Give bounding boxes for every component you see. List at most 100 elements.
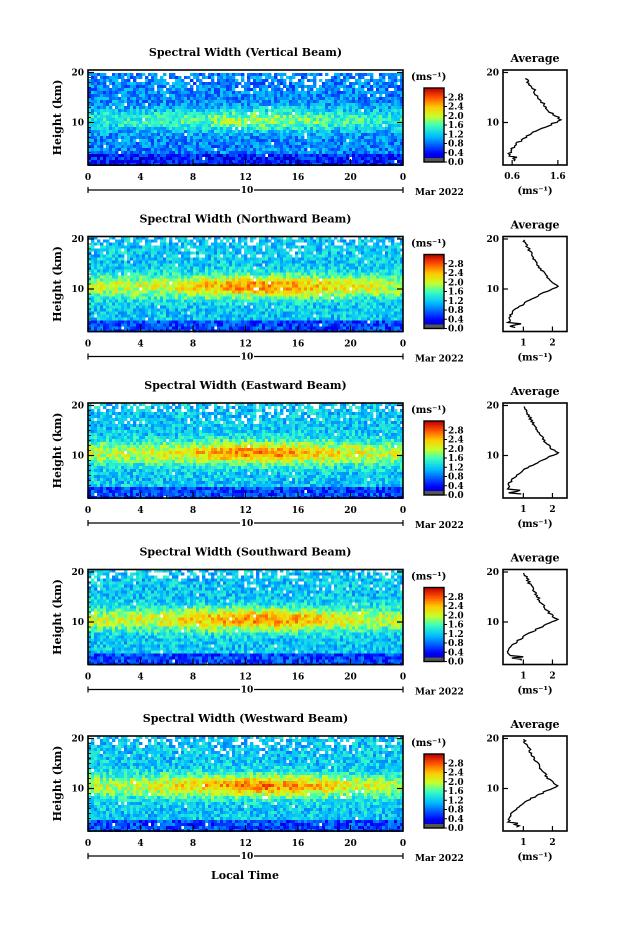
colorbar-unit: (ms⁻¹)	[411, 239, 446, 250]
colorbar-tick-label: 1.6	[448, 288, 464, 298]
colorbar-tick-label: 2.4	[448, 602, 464, 612]
profile-unit: (ms⁻¹)	[517, 519, 552, 530]
day-marker: 10	[241, 686, 254, 696]
colorbar-tick-label: 0.8	[448, 140, 464, 150]
x-tick-label: 4	[137, 506, 143, 516]
profile-frame	[502, 69, 568, 166]
colorbar-tick-label: 2.4	[448, 103, 464, 113]
x-tick-label: 8	[190, 173, 196, 183]
colorbar-tick-label: 0.8	[448, 639, 464, 649]
x-tick-label: 16	[292, 340, 305, 350]
profile-y-tick-label: 20	[486, 735, 499, 745]
panel-title: Spectral Width (Eastward Beam)	[144, 379, 346, 392]
panel-title: Spectral Width (Northward Beam)	[140, 213, 352, 226]
colorbar-tick-label: 2.0	[448, 611, 464, 621]
profile-title: Average	[509, 718, 559, 731]
date-label: Mar 2022	[415, 854, 464, 864]
profile-x-tick-label: 2	[549, 838, 555, 848]
colorbar-unit: (ms⁻¹)	[411, 405, 446, 416]
colorbar-tick-label: 2.4	[448, 769, 464, 779]
y-tick-label: 20	[71, 69, 84, 79]
profile-x-tick-label: 2	[549, 505, 555, 515]
day-marker: 10	[241, 186, 254, 196]
profile-x-tick-label: 0.6	[504, 172, 520, 182]
colorbar-tick-label: 2.4	[448, 269, 464, 279]
colorbar-tick-label: 1.2	[448, 463, 464, 473]
colorbar-tick-label: 0.4	[448, 149, 464, 159]
day-marker: 10	[241, 519, 254, 529]
y-tick-label: 10	[71, 452, 84, 462]
heatmap-cells	[88, 569, 404, 666]
profile-line	[506, 572, 560, 661]
x-tick-label: 12	[239, 673, 252, 683]
x-axis-label: Local Time	[211, 869, 279, 882]
profile-y-tick-label: 20	[486, 235, 499, 245]
colorbar-tick-label: 2.0	[448, 445, 464, 455]
profile-frame	[502, 735, 568, 832]
profile-title: Average	[509, 52, 559, 65]
panel-title: Spectral Width (Southward Beam)	[139, 546, 351, 559]
profile-x-tick-label: 1	[520, 838, 526, 848]
x-tick-label: 12	[239, 173, 252, 183]
colorbar-tick-label: 0.0	[448, 824, 464, 834]
x-tick-label: 0	[85, 839, 91, 849]
colorbar-tick-label: 2.8	[448, 593, 464, 603]
profile-x-tick-label: 2	[549, 339, 555, 349]
date-label: Mar 2022	[415, 188, 464, 198]
x-tick-label: 4	[137, 839, 143, 849]
x-tick-label: 16	[292, 673, 305, 683]
x-tick-label: 0	[400, 173, 406, 183]
profile-unit: (ms⁻¹)	[517, 852, 552, 863]
x-tick-label: 16	[292, 173, 305, 183]
colorbar-unit: (ms⁻¹)	[411, 738, 446, 749]
date-label: Mar 2022	[415, 688, 464, 698]
profile-x-tick-label: 1	[520, 505, 526, 515]
x-tick-label: 16	[292, 506, 305, 516]
y-axis-label: Height (km)	[51, 80, 64, 156]
x-tick-label: 0	[85, 506, 91, 516]
colorbar-tick-label: 1.6	[448, 121, 464, 131]
colorbar-tick-label: 0.0	[448, 658, 464, 668]
x-tick-label: 4	[137, 673, 143, 683]
x-tick-label: 12	[239, 506, 252, 516]
x-tick-label: 20	[344, 673, 357, 683]
profile-frame	[502, 235, 568, 333]
profile-y-tick-label: 20	[486, 69, 499, 79]
colorbar-tick-label: 0.4	[448, 815, 464, 825]
profile-y-tick-label: 10	[486, 119, 499, 129]
y-tick-label: 20	[71, 235, 84, 245]
profile-frame	[502, 568, 568, 666]
y-tick-label: 10	[71, 119, 84, 129]
heatmap-cells	[88, 73, 404, 166]
profile-x-tick-label: 1	[520, 672, 526, 682]
heatmap-cells	[88, 736, 404, 832]
panel-0: Spectral Width (Vertical Beam) 20 10 0 4 8 12 1…	[51, 46, 568, 198]
profile-x-tick-label: 1.6	[550, 172, 566, 182]
profile-title: Average	[509, 219, 559, 232]
profile-frame	[502, 402, 568, 499]
profile-unit: (ms⁻¹)	[517, 353, 552, 364]
colorbar: 2.82.42.01.61.20.80.40.0	[423, 87, 464, 168]
profile-x-tick-label: 2	[549, 672, 555, 682]
profile-unit: (ms⁻¹)	[517, 186, 552, 197]
colorbar-tick-label: 2.8	[448, 426, 464, 436]
profile-y-tick-label: 20	[486, 402, 499, 412]
colorbar-tick-label: 1.2	[448, 796, 464, 806]
colorbar-unit: (ms⁻¹)	[411, 72, 446, 83]
x-tick-label: 12	[239, 839, 252, 849]
y-tick-label: 10	[71, 785, 84, 795]
profile-x-tick-label: 1	[520, 339, 526, 349]
colorbar-tick-label: 2.8	[448, 759, 464, 769]
profile-line	[506, 77, 563, 162]
heatmap-cells	[88, 403, 404, 499]
colorbar-tick-label: 1.6	[448, 454, 464, 464]
x-tick-label: 0	[400, 340, 406, 350]
colorbar: 2.82.42.01.61.20.80.40.0	[423, 586, 464, 668]
x-tick-label: 20	[344, 839, 357, 849]
profile-line	[505, 239, 560, 329]
x-tick-label: 16	[292, 839, 305, 849]
profile-y-tick-label: 10	[486, 285, 499, 295]
